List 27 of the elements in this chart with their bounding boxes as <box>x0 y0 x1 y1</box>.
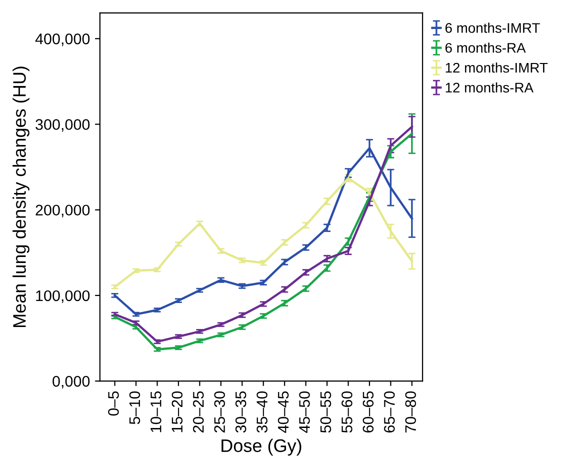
x-tick-label: 15–20 <box>172 391 183 432</box>
x-tick-label: 30–35 <box>235 391 246 433</box>
x-tick-label: 50–55 <box>320 391 332 433</box>
y-axis-title: Mean lung density changes (HU) <box>12 66 30 327</box>
x-tick-label: 35–40 <box>256 391 268 433</box>
x-tick-label: 60–65 <box>362 391 374 432</box>
y-tick-label: 400,000 <box>35 34 90 46</box>
x-tick-label: 65–70 <box>384 391 395 432</box>
legend-label: 6 months-IMRT <box>445 22 540 33</box>
line-series <box>114 177 414 288</box>
x-tick-label: 40–45 <box>278 391 289 433</box>
legend-label: 12 months-IMRT <box>446 62 548 73</box>
y-tick-label: 0,000 <box>52 376 90 389</box>
x-tick-label: 25–30 <box>214 391 226 432</box>
x-tick-label: 0–5 <box>108 391 119 416</box>
legend-label: 12 months-RA <box>446 82 534 93</box>
x-axis-title: Dose (Gy) <box>222 438 302 456</box>
x-tick-label: 10–15 <box>150 391 162 432</box>
x-tick-label: 20–25 <box>192 391 204 432</box>
y-tick-label: 300,000 <box>36 119 90 132</box>
x-tick-label: 5–10 <box>129 391 140 424</box>
x-tick-label: 55–60 <box>342 391 352 433</box>
x-tick-label: 70–80 <box>405 391 416 432</box>
y-tick-label: 200,000 <box>36 204 90 218</box>
y-tick-label: 100,000 <box>36 290 90 303</box>
legend-label: 6 months-RA <box>445 42 526 53</box>
x-tick-label: 45–50 <box>299 391 310 433</box>
